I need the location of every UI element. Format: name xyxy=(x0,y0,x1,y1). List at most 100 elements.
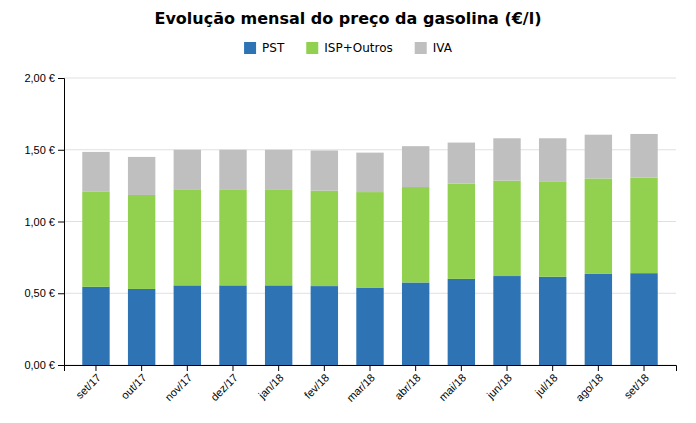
x-tick: abr/18 xyxy=(392,365,423,402)
bar-series xyxy=(82,178,657,289)
y-tick-label: 2,00 € xyxy=(24,72,55,84)
x-tick-label: jun/18 xyxy=(484,371,514,401)
bar xyxy=(585,178,612,273)
bar xyxy=(219,190,246,285)
bar xyxy=(402,187,429,282)
bar xyxy=(174,190,201,285)
legend: PST ISP+Outros IVA xyxy=(244,41,453,55)
bar xyxy=(356,288,383,365)
y-axis: 0,00 € 0,50 € 1,00 € 1,50 € 2,00 € xyxy=(24,72,64,371)
bar xyxy=(174,150,201,190)
bar xyxy=(82,191,109,286)
legend-swatch xyxy=(306,42,318,54)
bar xyxy=(448,183,475,278)
legend-swatch xyxy=(415,42,427,54)
y-tick-label: 1,00 € xyxy=(24,216,55,228)
bar xyxy=(493,138,520,180)
bar xyxy=(630,134,657,178)
x-tick: jul/18 xyxy=(532,365,560,399)
bar xyxy=(539,138,566,181)
bar xyxy=(448,279,475,365)
bar xyxy=(311,150,338,190)
bar xyxy=(539,277,566,365)
bar xyxy=(539,181,566,276)
x-tick: ago/18 xyxy=(573,365,605,404)
x-tick-label: nov/17 xyxy=(162,371,194,403)
chart: Evolução mensal do preço da gasolina (€/… xyxy=(0,0,696,423)
x-tick-mark xyxy=(370,365,371,371)
y-tick-mark xyxy=(58,78,64,79)
x-tick-label: jul/18 xyxy=(532,371,560,399)
x-tick-mark xyxy=(324,365,325,371)
x-tick-mark xyxy=(95,365,96,371)
x-axis: set/17 out/17 nov/17 dez/17 jan/18 fev/18 mar/… xyxy=(65,365,677,404)
bars xyxy=(82,134,657,365)
legend-item: IVA xyxy=(415,41,453,55)
bar-series xyxy=(82,134,657,195)
x-tick-mark xyxy=(644,365,645,371)
bar xyxy=(585,274,612,365)
bar xyxy=(311,286,338,365)
x-tick: jun/18 xyxy=(484,365,514,402)
x-tick: mai/18 xyxy=(437,365,469,403)
x-tick: mar/18 xyxy=(344,365,377,404)
y-tick-mark xyxy=(58,222,64,223)
x-tick-label: mai/18 xyxy=(437,371,469,403)
title: Evolução mensal do preço da gasolina (€/… xyxy=(154,9,541,28)
bar xyxy=(219,150,246,190)
grid xyxy=(64,78,676,365)
bar xyxy=(128,157,155,195)
y-tick-label: 1,50 € xyxy=(24,144,55,156)
bar xyxy=(265,190,292,285)
y-tick-mark xyxy=(58,150,64,151)
y-tick-mark xyxy=(58,365,64,366)
x-tick: dez/17 xyxy=(208,365,240,403)
grid-line xyxy=(64,149,676,150)
bar xyxy=(265,150,292,190)
x-tick-label: fev/18 xyxy=(302,371,332,401)
bar xyxy=(356,192,383,287)
bar xyxy=(82,287,109,365)
y-tick: 1,50 € xyxy=(24,144,64,156)
y-axis-line xyxy=(58,79,65,366)
y-tick-label: 0,00 € xyxy=(24,359,55,371)
x-tick-mark xyxy=(415,365,416,371)
x-tick-mark xyxy=(187,365,188,371)
x-tick-mark xyxy=(232,365,233,371)
plot: 0,00 € 0,50 € 1,00 € 1,50 € 2,00 € set/17 out/… xyxy=(24,72,676,404)
y-tick-mark xyxy=(58,293,64,294)
x-tick-mark xyxy=(278,365,279,371)
x-tick-label: dez/17 xyxy=(208,371,240,403)
x-tick-label: mar/18 xyxy=(344,371,377,404)
bar xyxy=(493,276,520,365)
y-tick-label: 0,50 € xyxy=(24,287,55,299)
bar xyxy=(128,289,155,365)
bar xyxy=(448,143,475,184)
x-tick: out/17 xyxy=(119,365,149,401)
x-tick: fev/18 xyxy=(302,365,332,401)
x-tick-label: out/17 xyxy=(119,371,149,401)
x-tick-label: jan/18 xyxy=(255,371,285,401)
x-tick-mark xyxy=(552,365,553,371)
x-tick-label: abr/18 xyxy=(392,371,423,402)
legend-swatch xyxy=(244,42,256,54)
y-tick: 0,50 € xyxy=(24,287,64,299)
bar xyxy=(128,195,155,289)
x-tick-mark xyxy=(507,365,508,371)
legend-label: PST xyxy=(262,41,285,55)
bar xyxy=(356,153,383,192)
bar xyxy=(174,285,201,365)
bar xyxy=(630,273,657,365)
y-tick: 1,00 € xyxy=(24,216,64,228)
x-tick: set/17 xyxy=(73,365,103,401)
x-tick: set/18 xyxy=(621,365,651,401)
bar xyxy=(585,135,612,179)
bar xyxy=(82,152,109,191)
bar xyxy=(402,146,429,187)
x-axis-line xyxy=(65,366,677,372)
y-tick: 0,00 € xyxy=(24,359,64,371)
x-tick-label: set/18 xyxy=(621,371,651,401)
bar xyxy=(219,285,246,365)
legend-label: ISP+Outros xyxy=(324,41,392,55)
x-tick-label: ago/18 xyxy=(573,371,605,403)
